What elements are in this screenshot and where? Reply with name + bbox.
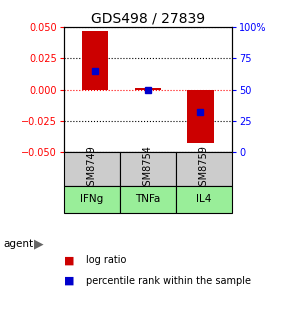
Bar <box>135 88 161 89</box>
Text: GSM8749: GSM8749 <box>87 145 97 192</box>
Bar <box>64 152 120 185</box>
Text: agent: agent <box>3 239 33 249</box>
Bar <box>64 185 120 213</box>
Bar <box>187 89 214 143</box>
Bar <box>82 31 108 89</box>
Title: GDS498 / 27839: GDS498 / 27839 <box>91 12 205 26</box>
Text: percentile rank within the sample: percentile rank within the sample <box>86 276 251 286</box>
Bar <box>176 152 232 185</box>
Text: IL4: IL4 <box>196 195 212 204</box>
Text: ■: ■ <box>64 255 74 265</box>
Text: GSM8754: GSM8754 <box>143 145 153 192</box>
Text: IFNg: IFNg <box>80 195 104 204</box>
Bar <box>120 152 176 185</box>
Text: log ratio: log ratio <box>86 255 126 265</box>
Text: ▶: ▶ <box>34 237 44 250</box>
Bar <box>120 185 176 213</box>
Text: TNFa: TNFa <box>135 195 161 204</box>
Text: ■: ■ <box>64 276 74 286</box>
Bar <box>176 185 232 213</box>
Text: GSM8759: GSM8759 <box>199 145 209 192</box>
